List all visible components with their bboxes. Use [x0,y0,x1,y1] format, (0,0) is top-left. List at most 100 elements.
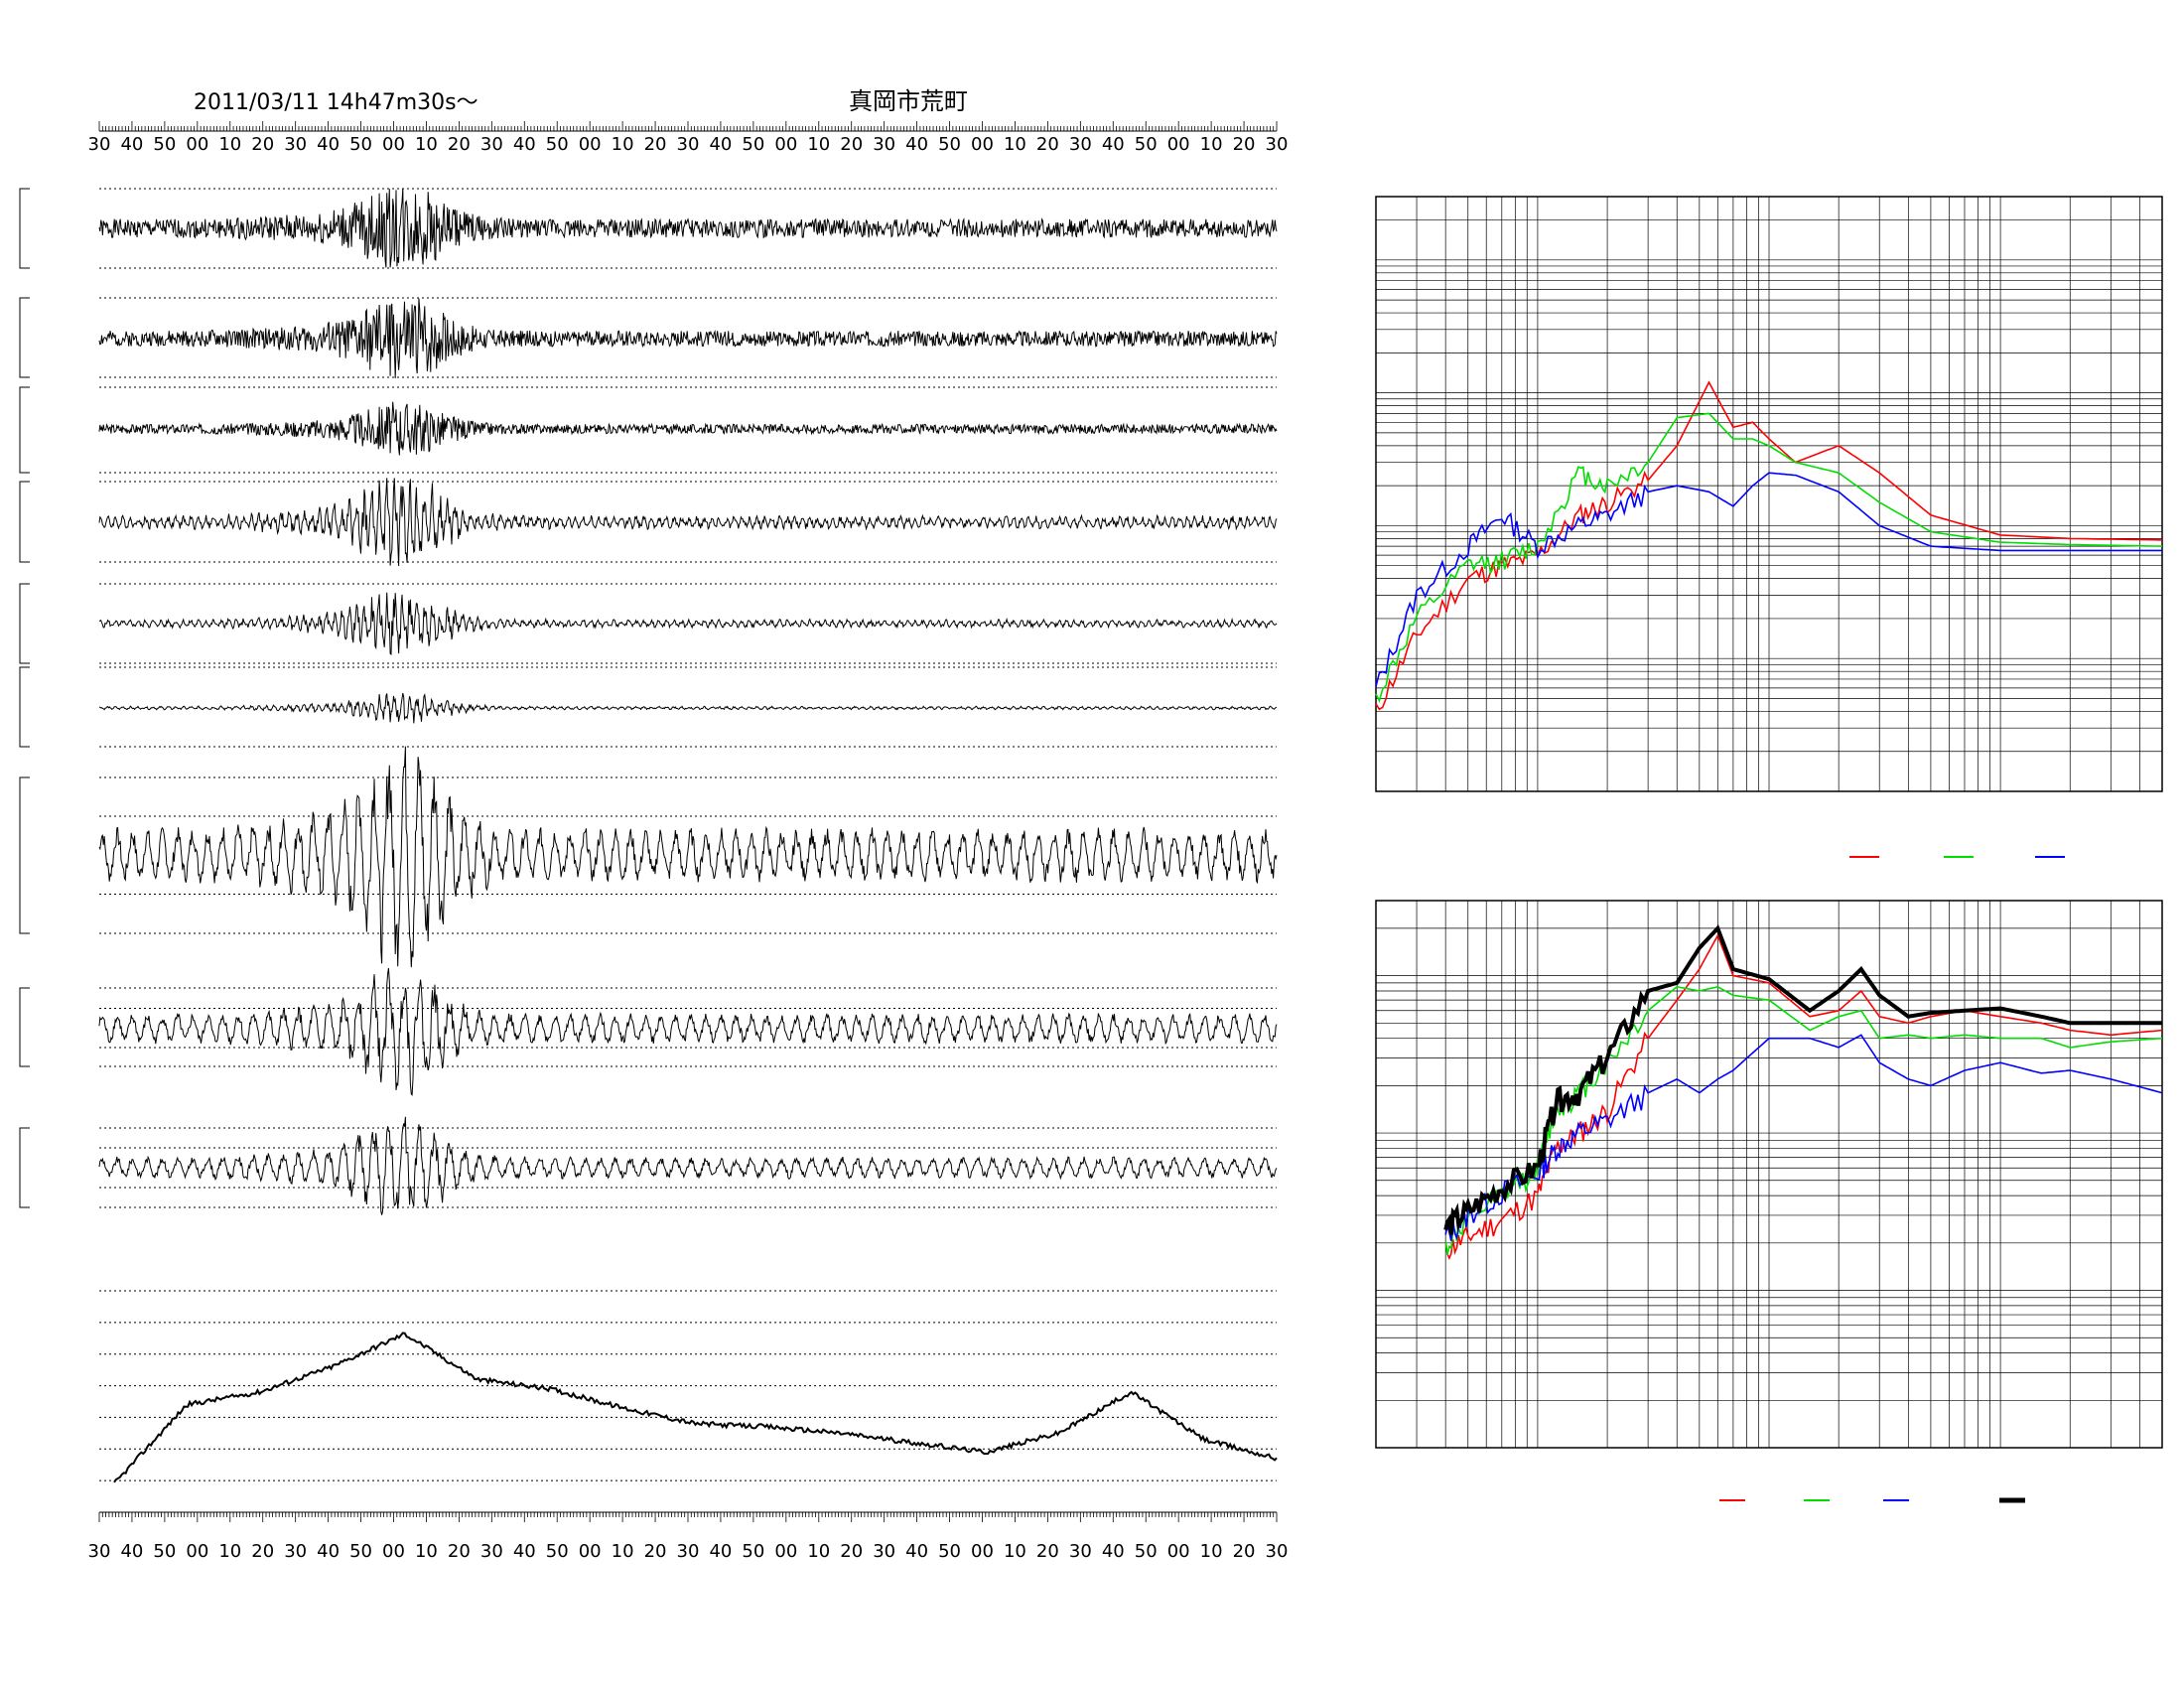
time-tick-label: 20 [1233,134,1256,155]
series-line-horizon [1443,924,2162,1235]
time-tick-label: 40 [120,134,143,155]
time-tick-label: 50 [153,134,176,155]
series-line-n-s [1444,933,2163,1260]
time-tick-label: 40 [513,134,536,155]
time-tick-label: 10 [1004,1541,1026,1562]
panel-bracket [19,481,30,563]
series-line-n-s [1375,380,2163,711]
time-tick-label: 30 [873,1541,895,1562]
time-tick-label: 50 [938,134,961,155]
time-tick-label: 30 [1266,134,1289,155]
panel-bracket [19,188,30,269]
time-tick-label: 40 [709,134,732,155]
time-tick-label: 20 [448,1541,471,1562]
time-tick-label: 00 [1167,1541,1190,1562]
time-tick-label: 30 [873,134,895,155]
panel-bracket [19,776,30,934]
time-tick-label: 10 [612,134,634,155]
series-line-u-d [1444,1034,2163,1241]
time-tick-label: 00 [971,134,994,155]
time-tick-label: 40 [709,1541,732,1562]
time-tick-label: 40 [1102,1541,1125,1562]
waveform-trace [98,692,1278,724]
time-tick-label: 20 [840,134,863,155]
time-tick-label: 10 [1004,134,1026,155]
time-tick-label: 40 [905,1541,928,1562]
time-tick-label: 10 [415,134,438,155]
time-tick-label: 10 [1200,134,1223,155]
time-tick-label: 00 [579,134,602,155]
waveform-trace [98,188,1278,268]
time-tick-label: 20 [644,1541,667,1562]
panel-bracket [19,583,30,664]
waveform-trace [98,592,1278,655]
time-tick-label: 10 [415,1541,438,1562]
panel-bracket [19,386,30,474]
waveform-trace [98,1116,1278,1215]
time-tick-label: 50 [546,1541,569,1562]
time-tick-label: 20 [448,134,471,155]
time-tick-label: 00 [971,1541,994,1562]
intensity-chart: 30 40 50 00 10 20 30 40 50 00 10 20 30 40 50 00 10 20 30 40… [88,1290,1289,1562]
time-tick-label: 10 [612,1541,634,1562]
waveform-panel [19,666,1278,748]
waveform-panel [19,583,1278,664]
time-tick-label: 30 [480,1541,503,1562]
waveform-panel [19,1116,1278,1215]
time-tick-label: 20 [644,134,667,155]
waveform-panel [19,386,1278,474]
waveform-trace [98,746,1278,968]
panel-bracket [19,987,30,1067]
time-tick-label: 40 [120,1541,143,1562]
time-tick-label: 40 [317,1541,340,1562]
time-tick-label: 30 [677,134,700,155]
time-tick-label: 50 [742,134,764,155]
time-tick-label: 50 [742,1541,764,1562]
time-tick-label: 00 [382,1541,405,1562]
panel-bracket [19,666,30,748]
time-tick-label: 00 [186,134,208,155]
time-tick-label: 20 [1233,1541,1256,1562]
header-datetime: 2011/03/11 14h47m30s〜 [194,90,478,115]
time-tick-label: 20 [251,134,274,155]
time-tick-label: 10 [807,1541,830,1562]
time-tick-label: 00 [382,134,405,155]
time-tick-label: 50 [153,1541,176,1562]
time-tick-label: 00 [774,134,797,155]
header-station: 真岡市荒町 [849,87,968,115]
time-tick-label: 40 [513,1541,536,1562]
time-tick-label: 10 [218,1541,241,1562]
fourier-spectrum-chart [1375,196,2163,858]
time-tick-label: 10 [807,134,830,155]
time-tick-label: 40 [317,134,340,155]
waveform-panel [19,478,1278,567]
waveform-panel [19,188,1278,269]
waveform-panel [19,967,1278,1096]
panel-bracket [19,297,30,378]
time-tick-label: 30 [480,134,503,155]
time-tick-label: 50 [546,134,569,155]
time-tick-label: 00 [774,1541,797,1562]
time-tick-label: 20 [1036,134,1059,155]
time-tick-label: 50 [349,134,372,155]
time-tick-label: 00 [186,1541,208,1562]
time-tick-label: 40 [1102,134,1125,155]
panel-bracket [19,1127,30,1208]
time-tick-label: 50 [349,1541,372,1562]
time-tick-label: 20 [1036,1541,1059,1562]
time-tick-label: 30 [677,1541,700,1562]
time-tick-label: 00 [1167,134,1190,155]
time-tick-label: 50 [1135,134,1158,155]
time-tick-label: 30 [1266,1541,1289,1562]
time-tick-label: 30 [1069,134,1092,155]
time-tick-label: 50 [938,1541,961,1562]
time-tick-label: 20 [251,1541,274,1562]
time-tick-label: 30 [284,1541,307,1562]
time-tick-label: 40 [905,134,928,155]
waveform-trace [98,478,1278,567]
waveform-trace [98,401,1278,456]
time-tick-label: 50 [1135,1541,1158,1562]
intensity-trace [113,1332,1278,1483]
series-line-e-w [1375,412,2163,703]
